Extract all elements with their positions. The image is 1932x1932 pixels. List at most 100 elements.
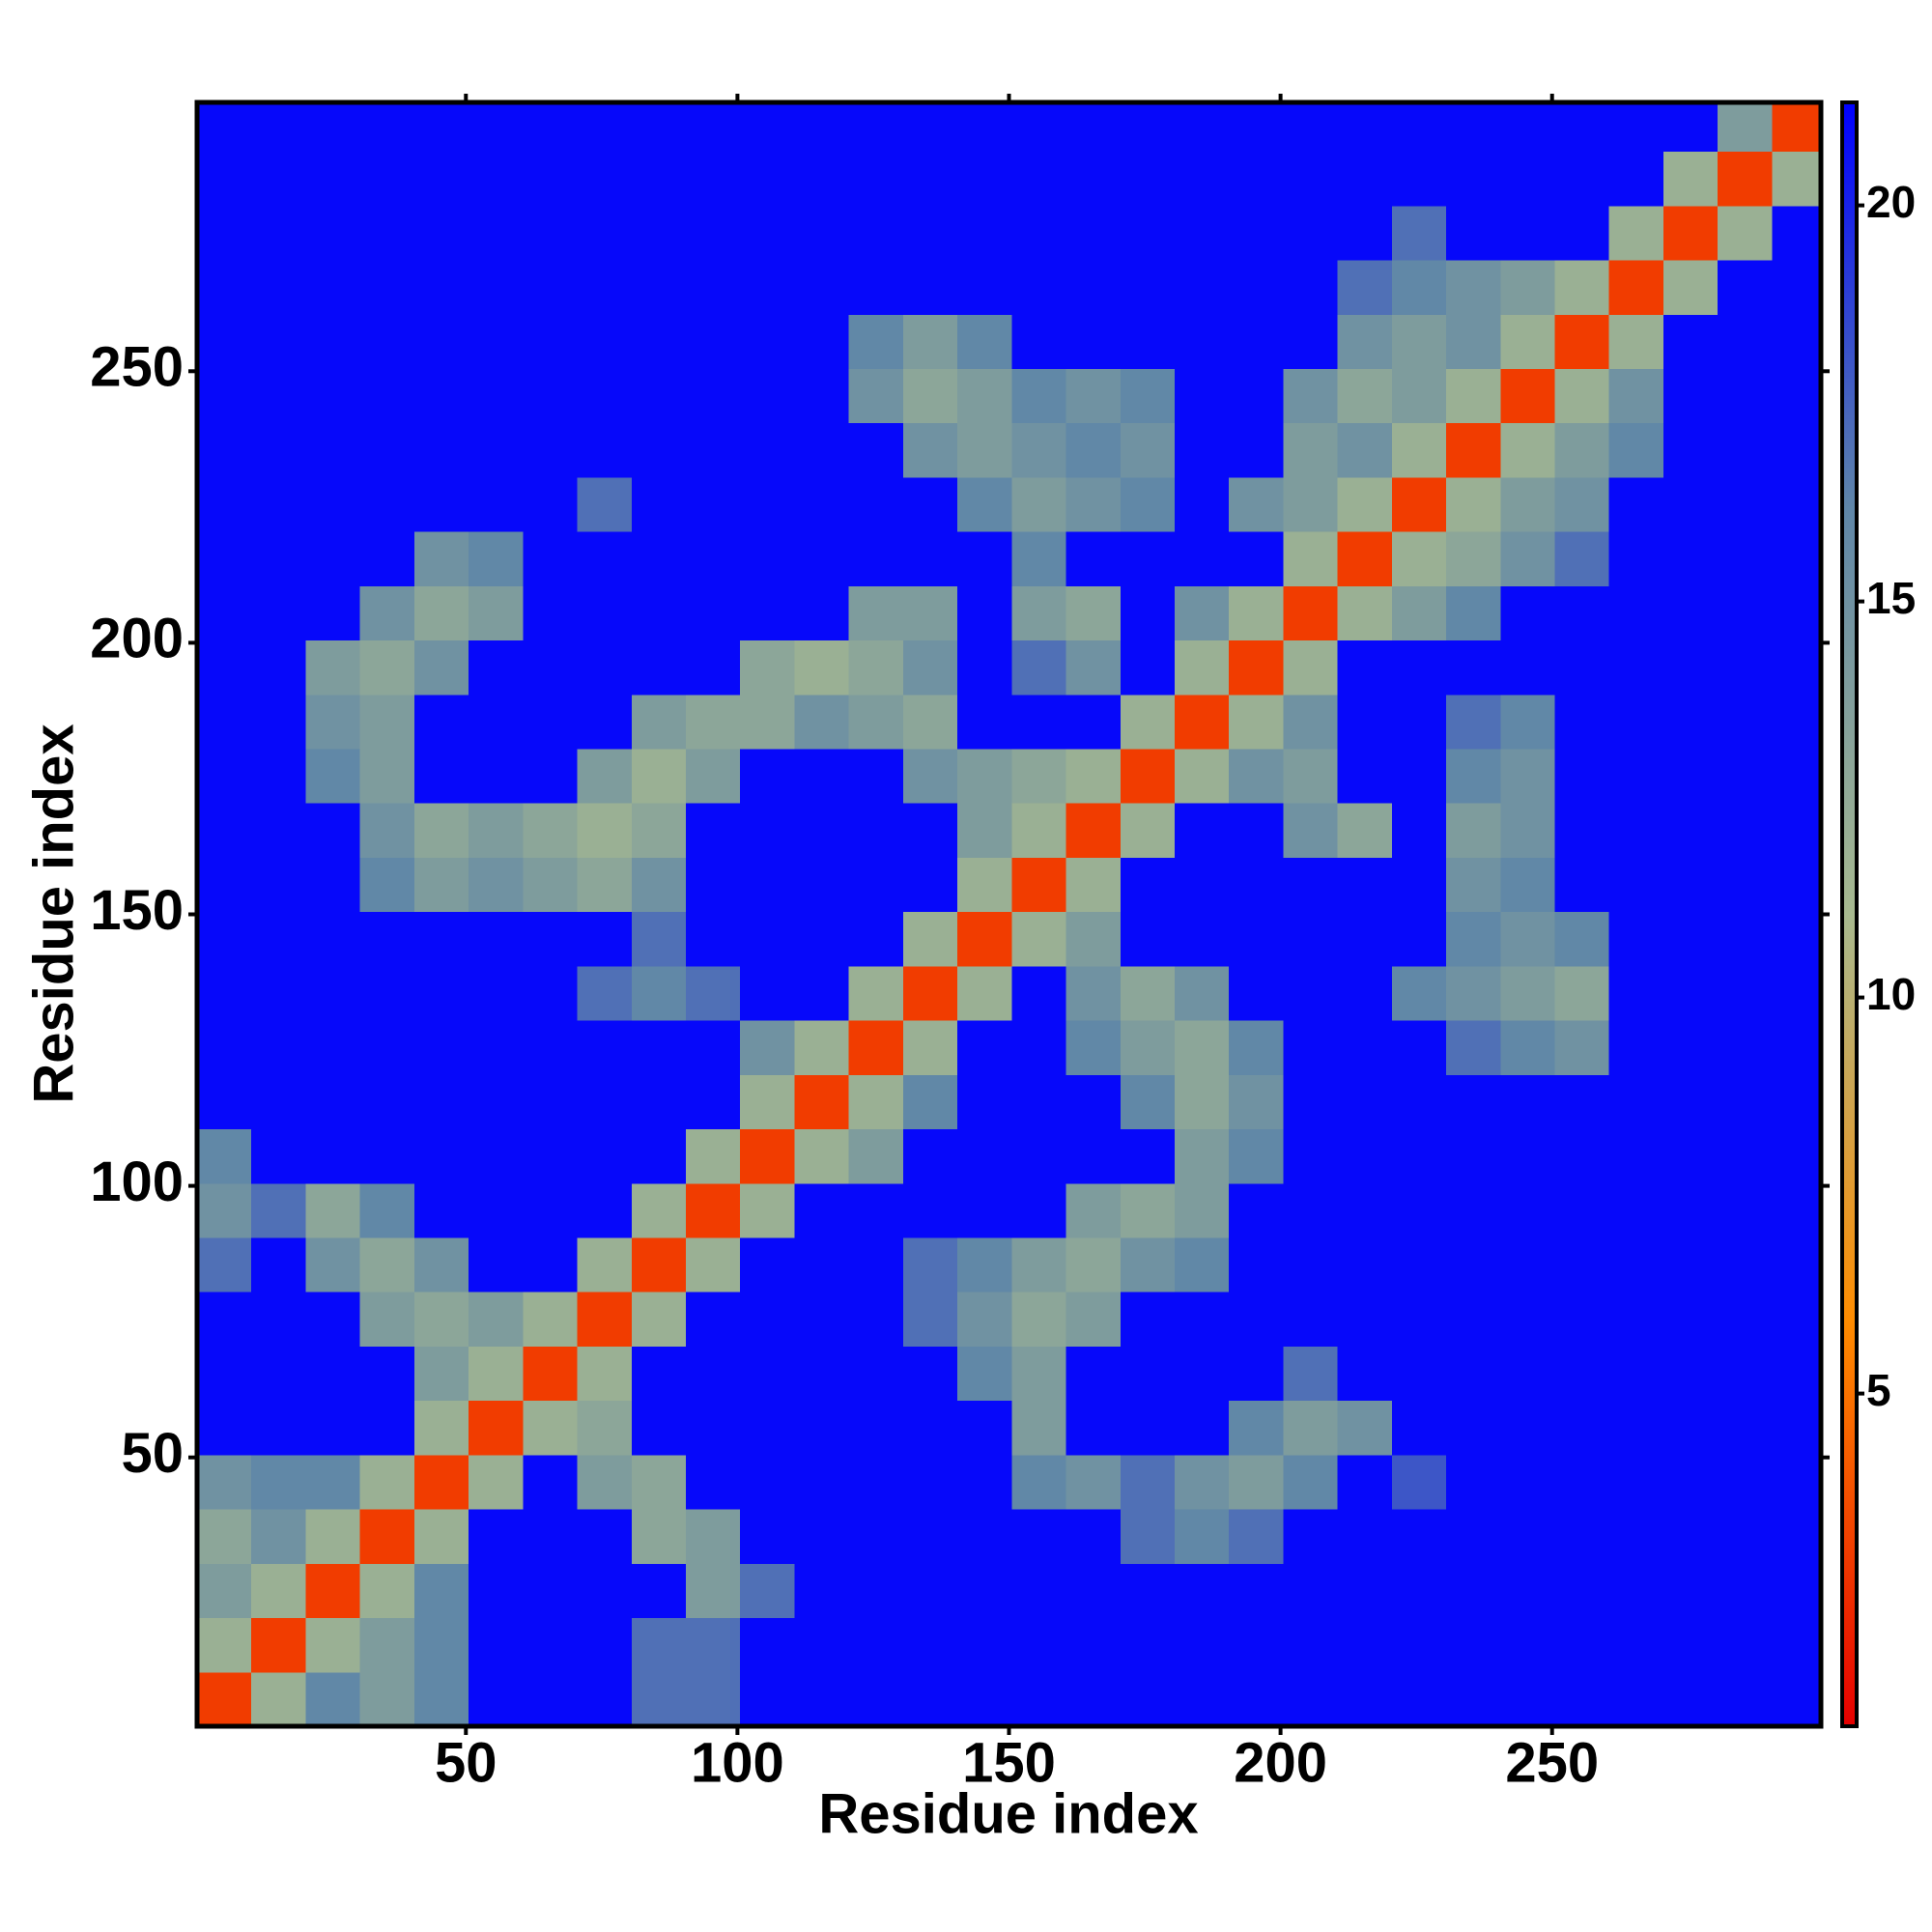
heatmap-cell [1011,1020,1067,1075]
heatmap-cell [848,1400,904,1456]
heatmap-cell [1283,314,1339,369]
heatmap-cell [740,1020,795,1075]
heatmap-cell [1337,422,1393,478]
heatmap-cell [251,585,306,641]
heatmap-cell [1772,102,1822,153]
heatmap-cell [1718,694,1773,750]
heatmap-cell [251,1454,306,1510]
heatmap-cell [1229,531,1284,586]
heatmap-cell [1718,749,1773,804]
heatmap-cell [359,368,415,424]
heatmap-cell [359,476,415,532]
heatmap-cell [1500,1671,1556,1727]
heatmap-cell [1065,205,1122,261]
heatmap-cell [1500,965,1556,1021]
heatmap-cell [1065,1020,1122,1075]
heatmap-cell [305,1454,361,1510]
heatmap-cell [902,102,958,153]
heatmap-cell [1608,1563,1664,1619]
heatmap-cell [197,1128,252,1184]
heatmap-cell [794,639,850,696]
heatmap-cell [1011,694,1067,750]
heatmap-cell [305,314,361,369]
heatmap-cell [1718,911,1773,967]
heatmap-cell [1120,1237,1176,1293]
heatmap-cell [1174,1074,1230,1130]
heatmap-cell [685,260,741,315]
heatmap-cell [740,857,795,913]
heatmap-cell [413,911,469,967]
heatmap-cell [1174,857,1230,913]
heatmap-cell [1500,803,1556,858]
heatmap-cell [1662,1454,1719,1510]
heatmap-cell [1065,911,1122,967]
heatmap-cell [1120,1671,1176,1727]
heatmap-cell [794,694,850,750]
heatmap-cell [740,965,795,1021]
heatmap-cell [1718,965,1773,1021]
heatmap-cell [1772,1509,1822,1564]
heatmap-cell [1772,314,1822,369]
heatmap-cell [1718,1020,1773,1075]
heatmap-cell [1229,1400,1284,1456]
heatmap-cell [1608,965,1664,1021]
heatmap-cell [1446,1671,1501,1727]
heatmap-cell [1011,803,1067,858]
heatmap-cell [305,585,361,641]
heatmap-cell [197,314,252,369]
heatmap-cell [1337,694,1393,750]
heatmap-cell [251,260,306,315]
heatmap-cell [1337,476,1393,532]
heatmap-cell [469,151,524,207]
heatmap-cell [902,531,958,586]
heatmap-cell [902,151,958,207]
heatmap-cell [1391,260,1447,315]
heatmap-cell [1662,1128,1719,1184]
heatmap-cell [848,1182,904,1238]
heatmap-cell [197,1292,252,1347]
heatmap-cell [251,694,306,750]
heatmap-cell [1772,639,1822,696]
heatmap-cell [1283,639,1339,696]
heatmap-cell [848,803,904,858]
x-tick-label: 200 [1234,1731,1327,1794]
heatmap-cell [1283,1509,1339,1564]
heatmap-cell [1718,368,1773,424]
heatmap-cell [469,749,524,804]
heatmap-cell [631,531,687,586]
heatmap-cell [1718,639,1773,696]
heatmap-cell [359,911,415,967]
heatmap-cell [1011,531,1067,586]
heatmap-cell [1554,1346,1610,1402]
heatmap-cell [794,1074,850,1130]
heatmap-cell [1229,314,1284,369]
heatmap-cell [1120,314,1176,369]
heatmap-cell [1718,1346,1773,1402]
heatmap-cell [359,260,415,315]
heatmap-cell [1120,1509,1176,1564]
heatmap-cell [794,1128,850,1184]
heatmap-cell [251,1074,306,1130]
heatmap-cell [1446,1292,1501,1347]
heatmap-cell [1011,476,1067,532]
heatmap-cell [1500,1182,1556,1238]
heatmap-cell [1229,1454,1284,1510]
heatmap-cell [902,1563,958,1619]
heatmap-cell [1554,803,1610,858]
heatmap-cell [523,1074,579,1130]
heatmap-cell [1662,639,1719,696]
heatmap-cell [197,205,252,261]
heatmap-cell [740,151,795,207]
heatmap-cell [957,260,1012,315]
y-tick-label: 100 [90,1151,184,1213]
heatmap-cell [1065,857,1122,913]
heatmap-cell [1446,314,1501,369]
heatmap-cell [1337,749,1393,804]
heatmap-cell [577,1128,633,1184]
heatmap-cell [523,965,579,1021]
heatmap-cell [1065,1346,1122,1402]
heatmap-cell [523,803,579,858]
heatmap-cell [1500,694,1556,750]
heatmap-cell [359,1020,415,1075]
heatmap-cell [957,1400,1012,1456]
